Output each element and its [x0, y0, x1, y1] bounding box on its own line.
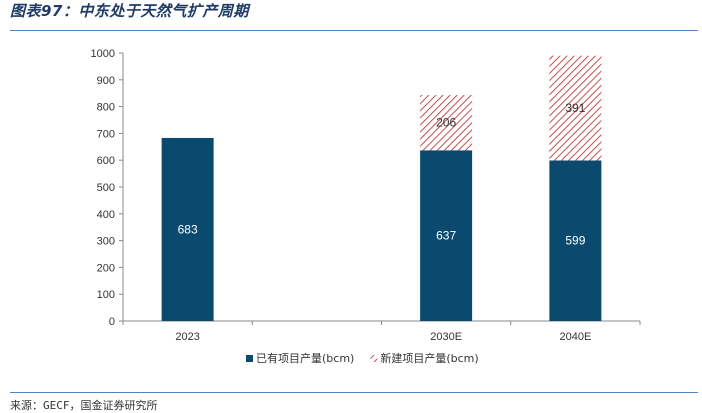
bar-segment — [420, 150, 473, 321]
legend-label: 已有项目产量(bcm) — [256, 351, 354, 365]
x-tick-label: 2030E — [430, 331, 462, 343]
x-tick-label: 2040E — [559, 331, 591, 343]
y-tick-label: 900 — [97, 75, 115, 87]
data-label: 599 — [565, 234, 585, 248]
bar-segment — [161, 137, 214, 321]
top-divider — [10, 30, 698, 31]
legend-swatch — [246, 355, 253, 362]
y-tick-label: 800 — [97, 102, 115, 114]
y-tick-label: 200 — [97, 262, 115, 274]
source-note: 来源：GECF，国金证券研究所 — [10, 399, 158, 412]
y-tick-label: 700 — [97, 128, 115, 140]
y-tick-label: 600 — [97, 155, 115, 167]
y-tick-label: 0 — [109, 316, 115, 328]
y-tick-label: 100 — [97, 289, 115, 301]
data-labels: 683 637 206 599 391 — [178, 101, 586, 248]
x-tick-label: 2023 — [175, 331, 199, 343]
y-tick-label: 500 — [97, 182, 115, 194]
data-label: 637 — [436, 229, 456, 243]
y-tick-label: 300 — [97, 236, 115, 248]
y-tick-label: 400 — [97, 209, 115, 221]
chart-title: 图表97：中东处于天然气扩产周期 — [10, 2, 249, 20]
y-tick-label: 1000 — [91, 48, 115, 60]
data-label: 206 — [436, 116, 456, 130]
data-label: 391 — [565, 101, 585, 115]
legend-swatch — [370, 355, 378, 362]
stacked-bar-chart: 0 100 200 300 400 500 600 700 800 900 1000 2023 2030… — [91, 48, 641, 365]
bar-segment — [549, 55, 602, 161]
data-label: 683 — [178, 222, 198, 236]
legend: 已有项目产量(bcm) 新建项目产量(bcm) — [246, 351, 479, 365]
legend-label: 新建项目产量(bcm) — [380, 351, 478, 365]
bottom-divider — [10, 392, 698, 393]
bars — [161, 55, 602, 321]
bar-segment — [420, 95, 473, 151]
axes: 0 100 200 300 400 500 600 700 800 900 1000 2023 2030… — [91, 48, 641, 343]
bar-segment — [549, 160, 602, 321]
